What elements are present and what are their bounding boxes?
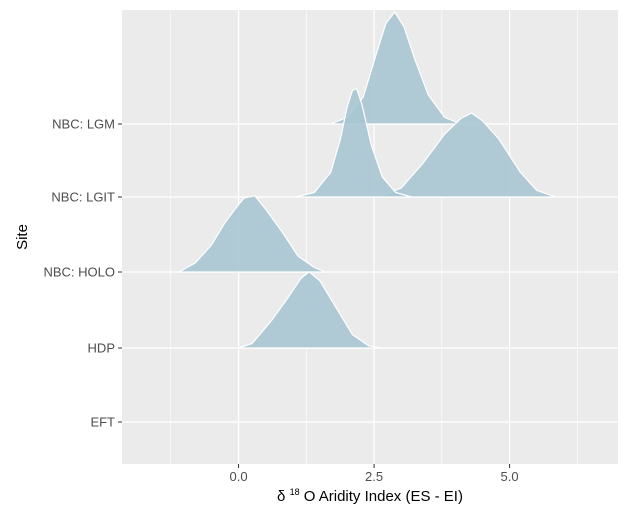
density-ridge (378, 112, 557, 198)
y-axis: EFT HDP NBC: HOLO NBC: LGIT NBC: LGM (43, 117, 122, 430)
y-tick-label: NBC: LGIT (51, 190, 115, 205)
x-axis-title-symbol: δ (277, 488, 285, 505)
density-ridge (178, 195, 326, 273)
x-tick-label: 0.0 (230, 469, 248, 484)
x-axis-title: δ 18 O Aridity Index (ES - EI) (277, 482, 463, 505)
x-tick-label: 2.5 (365, 469, 383, 484)
density-ridge (294, 87, 413, 198)
y-tick-label: NBC: HOLO (43, 265, 115, 280)
x-axis-title-superscript: 18 (290, 487, 300, 497)
y-tick-label: NBC: LGM (52, 117, 115, 132)
y-tick-label: HDP (88, 341, 115, 356)
y-axis-title: Site (14, 224, 31, 250)
density-ridges (178, 11, 557, 349)
y-tick-label: EFT (90, 415, 115, 430)
x-axis-title-text: O Aridity Index (ES - EI) (304, 488, 463, 505)
x-axis: 0.0 2.5 5.0 (230, 464, 519, 484)
density-ridge (237, 271, 383, 349)
x-tick-label: 5.0 (501, 469, 519, 484)
